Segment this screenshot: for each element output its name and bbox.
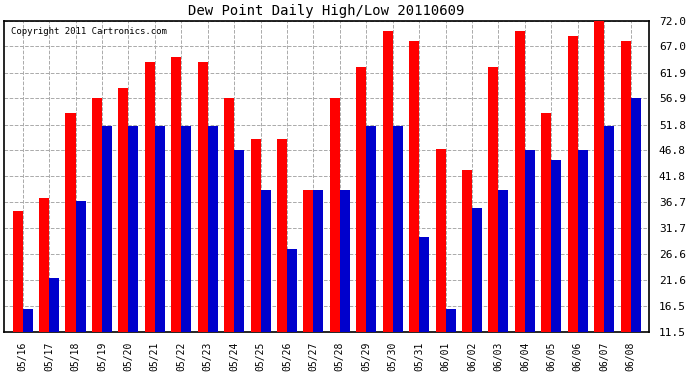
Bar: [435, 149, 446, 375]
Bar: [287, 249, 297, 375]
Bar: [551, 159, 562, 375]
Bar: [393, 126, 403, 375]
Bar: [525, 150, 535, 375]
Text: Copyright 2011 Cartronics.com: Copyright 2011 Cartronics.com: [10, 27, 166, 36]
Bar: [498, 190, 509, 375]
Bar: [366, 126, 376, 375]
Bar: [224, 98, 234, 375]
Bar: [568, 36, 578, 375]
Title: Dew Point Daily High/Low 20110609: Dew Point Daily High/Low 20110609: [188, 4, 465, 18]
Bar: [446, 309, 455, 375]
Bar: [631, 98, 640, 375]
Bar: [234, 150, 244, 375]
Bar: [541, 113, 551, 375]
Bar: [66, 113, 75, 375]
Bar: [383, 31, 393, 375]
Bar: [419, 237, 429, 375]
Bar: [604, 126, 614, 375]
Bar: [145, 62, 155, 375]
Bar: [102, 126, 112, 375]
Bar: [462, 170, 472, 375]
Bar: [75, 201, 86, 375]
Bar: [277, 139, 287, 375]
Bar: [620, 41, 631, 375]
Bar: [119, 87, 128, 375]
Bar: [181, 126, 191, 375]
Bar: [128, 126, 139, 375]
Bar: [356, 67, 366, 375]
Bar: [208, 126, 218, 375]
Bar: [330, 98, 340, 375]
Bar: [197, 62, 208, 375]
Bar: [489, 67, 498, 375]
Bar: [155, 126, 165, 375]
Bar: [313, 190, 324, 375]
Bar: [92, 98, 102, 375]
Bar: [171, 57, 181, 375]
Bar: [23, 309, 32, 375]
Bar: [340, 190, 350, 375]
Bar: [261, 190, 270, 375]
Bar: [578, 150, 588, 375]
Bar: [472, 209, 482, 375]
Bar: [49, 278, 59, 375]
Bar: [594, 21, 604, 375]
Bar: [250, 139, 261, 375]
Bar: [409, 41, 419, 375]
Bar: [515, 31, 525, 375]
Bar: [39, 198, 49, 375]
Bar: [12, 211, 23, 375]
Bar: [304, 190, 313, 375]
